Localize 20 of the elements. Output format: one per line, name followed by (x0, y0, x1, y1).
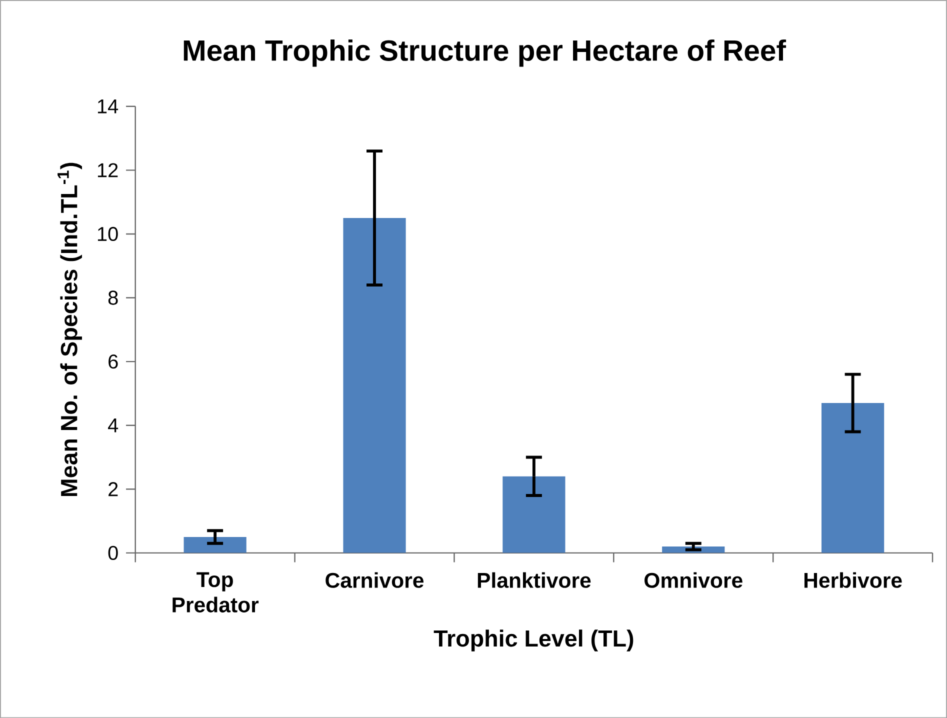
x-axis-title: Trophic Level (TL) (434, 629, 634, 652)
x-tick-label: Herbivore (804, 572, 902, 588)
x-tick-label: Omnivore (644, 572, 742, 588)
bar (343, 218, 406, 553)
y-tick-label: 8 (108, 290, 118, 305)
chart-title: Mean Trophic Structure per Hectare of Reef (184, 39, 786, 67)
x-tick-label: Carnivore (326, 572, 424, 588)
bar (502, 476, 566, 553)
y-tick-label: 0 (108, 546, 118, 560)
bar (184, 536, 246, 553)
y-tick-label: 4 (108, 418, 118, 432)
x-tick-label: Top Predator (172, 572, 259, 612)
y-tick-label: 10 (98, 226, 118, 241)
y-tick-label: 14 (98, 99, 118, 114)
y-tick-label: 12 (98, 163, 118, 178)
bar (822, 402, 884, 553)
y-tick-label: 6 (108, 354, 118, 368)
y-tick-label: 2 (108, 482, 118, 496)
y-axis-title: Mean No. of Species (Ind.TL$^{-1}$) (58, 162, 82, 496)
x-tick-label: Planktivore (478, 572, 591, 588)
